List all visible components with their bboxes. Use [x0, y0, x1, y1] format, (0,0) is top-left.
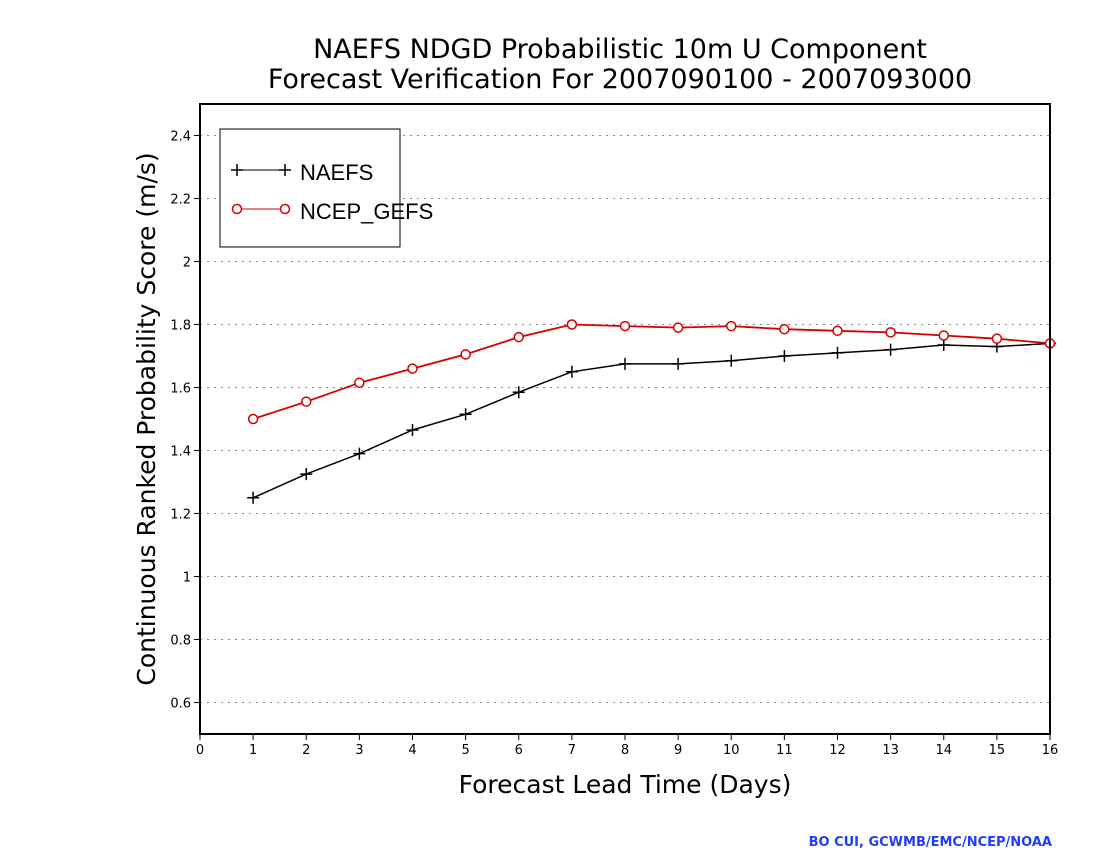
- axes: 0.60.811.21.41.61.822.22.40 1 2 3 4 5 6 7 8 9 10 11…: [170, 130, 1058, 759]
- data-point-ncep-gefs: [407, 363, 418, 374]
- data-point-naefs: [884, 343, 897, 356]
- legend-naefs-label: NAEFS: [300, 160, 373, 185]
- data-point-naefs: [300, 468, 313, 481]
- plot-frame: [199, 103, 1051, 735]
- legend-ncep-gefs-label: NCEP_GEFS: [300, 199, 433, 224]
- legend-naefs-markers: [231, 164, 291, 176]
- data-point-ncep-gefs: [247, 413, 259, 425]
- y-tick-label: 1: [183, 571, 191, 586]
- x-tick-label: 2: [302, 743, 310, 758]
- legend-naefs-marker: [279, 164, 291, 176]
- y-tick-label: 2: [183, 256, 191, 271]
- series-ncep-gefs: [247, 319, 1056, 425]
- x-tick-label: 16: [1042, 743, 1059, 758]
- data-point-ncep-gefs: [460, 349, 471, 360]
- data-point-ncep-gefs: [779, 323, 790, 335]
- x-tick-label: 5: [461, 743, 469, 758]
- x-tick-label: 13: [882, 743, 899, 758]
- x-tick-label: 10: [723, 743, 740, 758]
- data-point-naefs: [247, 491, 260, 504]
- y-tick-label: 1.6: [170, 382, 191, 397]
- data-point-ncep-gefs: [672, 322, 684, 333]
- data-point-ncep-gefs: [832, 325, 843, 337]
- x-tick-label: 12: [829, 743, 846, 758]
- x-tick-label: 9: [674, 743, 682, 758]
- y-tick-label: 2.2: [170, 193, 191, 208]
- x-tick-label: 6: [515, 743, 523, 758]
- data-point-naefs: [672, 357, 685, 370]
- chart-title-line-2: Forecast Verification For 2007090100 - 2…: [268, 64, 972, 95]
- x-tick-label: 1: [249, 743, 257, 758]
- y-tick-label: 2.4: [170, 130, 191, 145]
- x-tick-label: 7: [568, 743, 576, 758]
- data-point-naefs: [725, 354, 738, 367]
- x-tick-label: 11: [776, 743, 793, 758]
- legend-ncep-gefs-markers: [231, 203, 291, 215]
- series-naefs: [247, 337, 1056, 504]
- data-point-naefs: [512, 386, 525, 399]
- legend-box: [219, 128, 401, 248]
- y-tick-label: 1.8: [170, 319, 191, 334]
- data-point-ncep-gefs: [513, 331, 524, 343]
- legend-ncep-gefs-marker: [231, 203, 243, 215]
- data-point-naefs: [619, 357, 631, 370]
- y-tick-label: 1.4: [170, 445, 191, 460]
- data-point-ncep-gefs: [619, 320, 631, 332]
- legend: NAEFS NCEP_GEFS: [219, 128, 433, 248]
- data-point-ncep-gefs: [301, 396, 312, 407]
- data-point-ncep-gefs: [938, 330, 949, 341]
- data-point-naefs: [778, 350, 791, 362]
- x-tick-label: 8: [621, 743, 629, 758]
- y-tick-label: 0.6: [170, 697, 191, 712]
- data-point-naefs: [459, 408, 472, 421]
- chart-title-line-1: NAEFS NDGD Probabilistic 10m U Component: [313, 34, 927, 65]
- data-point-ncep-gefs: [726, 320, 737, 332]
- data-point-naefs: [565, 365, 578, 378]
- y-tick-label: 0.8: [170, 634, 191, 649]
- data-point-ncep-gefs: [566, 319, 578, 330]
- data-point-naefs: [353, 447, 366, 460]
- x-tick-label: 3: [355, 743, 363, 758]
- y-tick-label: 1.2: [170, 508, 191, 523]
- legend-ncep-gefs-marker: [279, 203, 291, 215]
- series-layer: [247, 319, 1056, 504]
- x-tick-label: 15: [989, 743, 1006, 758]
- series-line-naefs: [252, 342, 1051, 499]
- y-axis-label: Continuous Ranked Probability Score (m/s…: [132, 152, 161, 685]
- legend-naefs-marker: [231, 164, 243, 176]
- data-point-ncep-gefs: [354, 377, 365, 389]
- credit-text: BO CUI, GCWMB/EMC/NCEP/NOAA: [809, 835, 1052, 850]
- data-point-naefs: [406, 424, 419, 437]
- data-point-naefs: [937, 338, 950, 351]
- data-point-naefs: [831, 346, 844, 359]
- x-tick-label: 14: [935, 743, 952, 758]
- x-tick-label: 4: [408, 743, 416, 758]
- data-point-ncep-gefs: [885, 327, 896, 338]
- x-tick-label: 0: [196, 743, 204, 758]
- series-line-ncep-gefs: [252, 323, 1051, 420]
- x-axis-label: Forecast Lead Time (Days): [459, 770, 792, 799]
- data-point-ncep-gefs: [991, 333, 1003, 344]
